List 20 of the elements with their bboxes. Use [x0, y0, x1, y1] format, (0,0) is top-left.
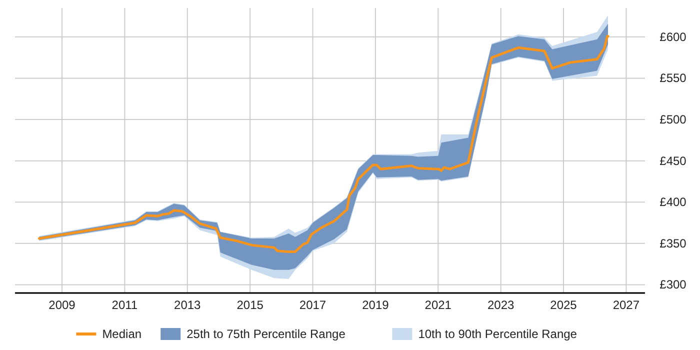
y-tick-label: £600	[660, 30, 687, 44]
y-tick-label: £450	[660, 154, 687, 168]
y-tick-label: £350	[660, 236, 687, 250]
x-tick-label: 2009	[48, 298, 76, 312]
legend-label: Median	[102, 327, 142, 341]
x-tick-label: 2021	[424, 298, 452, 312]
y-tick-label: £550	[660, 71, 687, 86]
x-tick-label: 2019	[362, 298, 390, 312]
legend-label: 25th to 75th Percentile Range	[186, 327, 346, 341]
legend-label: 10th to 90th Percentile Range	[418, 327, 578, 341]
x-tick-label: 2027	[612, 298, 640, 312]
x-tick-label: 2023	[487, 298, 514, 312]
x-tick-label: 2011	[112, 298, 138, 312]
x-tick-label: 2017	[299, 298, 326, 312]
y-tick-label: £300	[660, 278, 687, 292]
x-tick-label: 2013	[174, 298, 202, 312]
x-tick-label: 2025	[550, 298, 578, 312]
y-tick-label: £400	[660, 195, 687, 210]
x-tick-label: 2015	[236, 298, 264, 312]
y-tick-label: £500	[660, 112, 687, 127]
